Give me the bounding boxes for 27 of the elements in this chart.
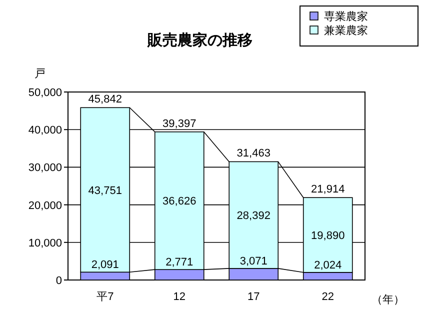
legend-label: 専業農家 [324,10,368,23]
data-label: 43,751 [88,184,122,197]
x-tick-label: 平7 [96,291,114,303]
total-label: 21,914 [311,184,345,196]
legend-label: 兼業農家 [324,24,368,37]
x-axis-title: （年） [372,294,404,306]
total-label: 39,397 [162,118,196,130]
y-tick-label: 30,000 [28,162,62,174]
x-tick-label: 17 [248,291,260,303]
y-tick-label: 10,000 [28,237,62,250]
y-tick-label: 40,000 [28,124,62,137]
total-label: 45,842 [88,94,122,106]
y-tick-label: 20,000 [28,200,62,212]
x-tick-label: 12 [173,291,186,303]
x-tick-label: 22 [322,291,334,303]
data-label: 2,091 [91,259,119,272]
data-label: 2,024 [314,259,342,272]
data-label: 2,771 [166,256,194,269]
y-axis-title: 戸 [34,68,46,80]
chart-title: 販売農家の推移 [146,31,252,49]
total-label: 31,463 [236,148,270,160]
data-label: 19,890 [311,230,345,242]
data-label: 28,392 [236,210,270,222]
y-tick-label: 50,000 [28,87,62,99]
y-tick-label: 0 [56,275,62,287]
data-label: 3,071 [240,255,268,268]
data-label: 36,626 [162,196,196,208]
